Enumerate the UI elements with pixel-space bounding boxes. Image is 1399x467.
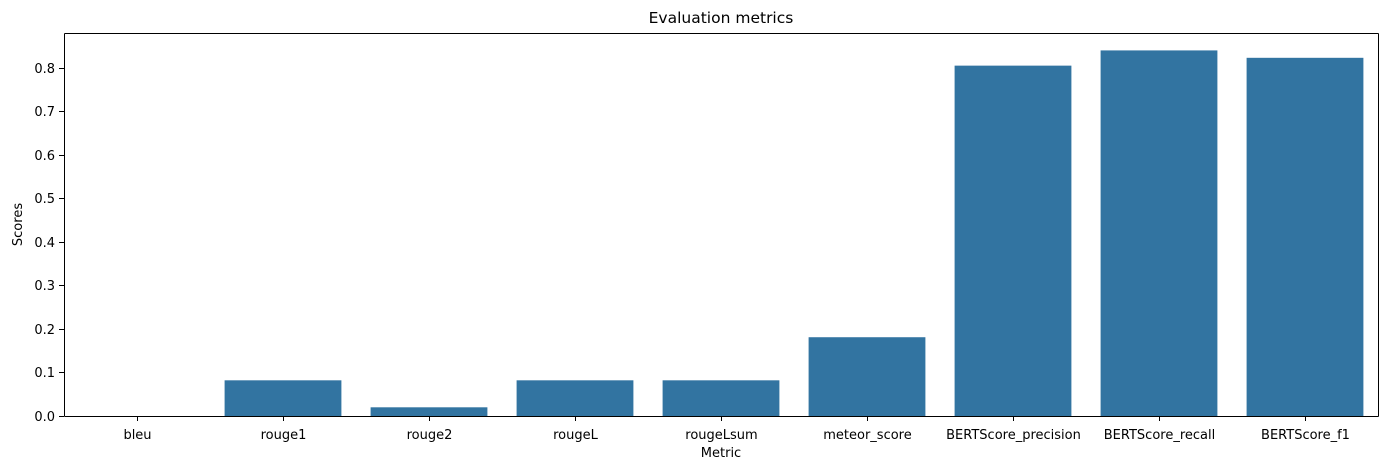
x-tick-label: rougeL bbox=[553, 428, 599, 443]
y-tick-label: 0.5 bbox=[34, 192, 55, 207]
y-axis-ticks: 0.0 0.1 0.2 0.3 0.4 0.5 0.6 0.7 0.8 bbox=[34, 62, 64, 425]
chart-title: Evaluation metrics bbox=[649, 9, 794, 27]
y-tick-label: 0.0 bbox=[34, 410, 55, 425]
bar-rouge2 bbox=[370, 407, 488, 416]
y-axis-label: Scores bbox=[11, 203, 26, 246]
y-tick-label: 0.1 bbox=[34, 366, 55, 381]
x-axis-ticks: bleu rouge1 rouge2 rougeL rougeLsum meteor_sc… bbox=[123, 416, 1350, 443]
x-tick-label: rouge1 bbox=[261, 428, 307, 443]
y-tick-label: 0.6 bbox=[34, 149, 55, 164]
x-tick-label: rouge2 bbox=[407, 428, 453, 443]
bars-group bbox=[224, 50, 1364, 417]
bar-BERTScore_f1 bbox=[1246, 57, 1364, 417]
y-tick-label: 0.4 bbox=[34, 236, 55, 251]
bar-rouge1 bbox=[224, 380, 342, 416]
bar-BERTScore_precision bbox=[954, 65, 1072, 416]
x-tick-label: BERTScore_precision bbox=[946, 428, 1081, 443]
y-tick-label: 0.7 bbox=[34, 105, 55, 120]
x-tick-label: BERTScore_recall bbox=[1104, 428, 1215, 443]
y-tick-label: 0.2 bbox=[34, 323, 55, 338]
x-axis-label: Metric bbox=[701, 446, 741, 461]
bar-rougeLsum bbox=[662, 380, 780, 416]
bar-meteor_score bbox=[808, 337, 926, 416]
x-tick-label: bleu bbox=[123, 428, 151, 443]
x-tick-label: meteor_score bbox=[823, 428, 912, 443]
bar-BERTScore_recall bbox=[1100, 50, 1218, 416]
y-tick-label: 0.3 bbox=[34, 279, 55, 294]
y-tick-label: 0.8 bbox=[34, 62, 55, 77]
bar-rougeL bbox=[516, 380, 634, 416]
x-tick-label: BERTScore_f1 bbox=[1261, 428, 1350, 443]
x-tick-label: rougeLsum bbox=[685, 428, 757, 443]
